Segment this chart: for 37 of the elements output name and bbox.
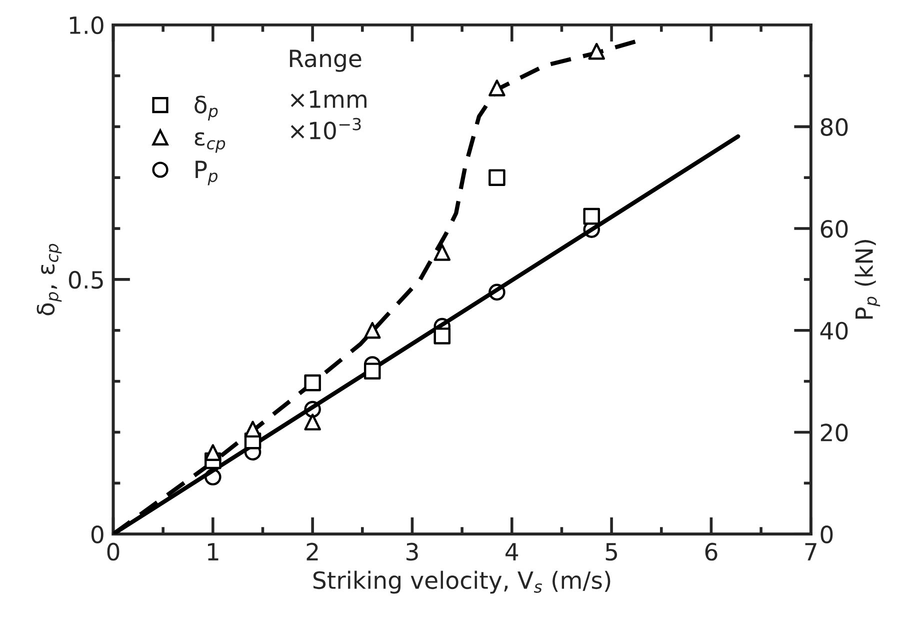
point	[304, 414, 321, 430]
legend-label: ε$_{cp}$	[194, 132, 226, 153]
y2-tick-label: 40	[820, 322, 848, 340]
annotation: ×1mm	[290, 90, 366, 108]
annotation: ×10$^{−3}$	[290, 118, 361, 140]
annotation: Range	[290, 50, 362, 72]
point	[434, 244, 451, 261]
x-axis-title: Striking velocity, V$_{s}$ (m/s)	[313, 570, 610, 594]
x-tick-label: 3	[406, 542, 418, 561]
x-tick-label: 4	[506, 543, 518, 560]
point	[364, 362, 381, 380]
x-tick-label: 6	[705, 542, 718, 561]
legend-label: P$_{p}$	[196, 160, 218, 186]
y2-axis-title: P$_{p}$ (kN)	[854, 240, 880, 319]
x-tick-label: 0	[107, 542, 120, 561]
point	[204, 444, 222, 461]
legend-label: δ$_{p}$	[194, 96, 218, 120]
point	[304, 374, 321, 392]
y2-tick-label: 80	[820, 118, 848, 136]
x-tick-label: 7	[805, 543, 816, 560]
y-tick-label: 0.5	[68, 270, 103, 289]
point	[364, 322, 381, 339]
y2-tick-label: 0	[820, 526, 833, 544]
point	[588, 42, 605, 60]
x-tick-label: 5	[606, 543, 617, 561]
y-tick-label: 0	[91, 526, 104, 544]
point	[488, 80, 506, 96]
x-tick-label: 1	[208, 543, 218, 560]
point	[434, 328, 451, 344]
point	[488, 169, 506, 186]
y2-tick-label: 20	[820, 424, 848, 442]
x-tick-label: 2	[306, 542, 318, 560]
y2-tick-label: 60	[820, 220, 848, 238]
y-tick-label: 1.0	[70, 16, 104, 34]
y-axis-title: δ$_{p}$, ε$_{cp}$	[36, 244, 62, 316]
point	[244, 420, 262, 438]
point	[583, 208, 600, 225]
